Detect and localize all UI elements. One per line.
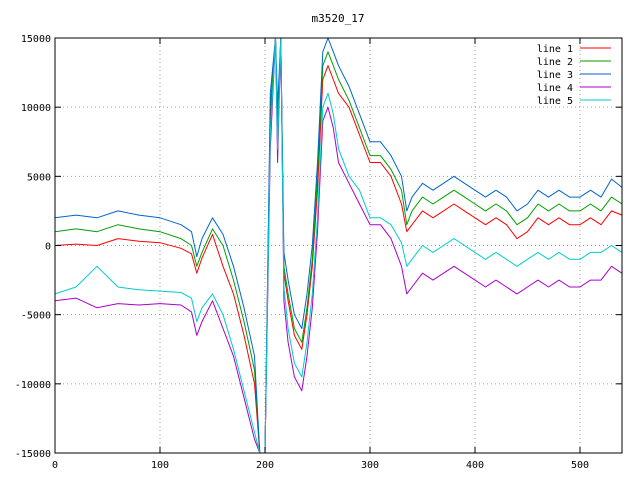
x-tick-label: 200	[256, 460, 274, 471]
y-tick-label: -10000	[15, 380, 51, 391]
y-tick-label: 10000	[21, 103, 51, 114]
x-tick-label: 500	[571, 460, 589, 471]
y-tick-label: 5000	[27, 172, 51, 183]
legend: line 1 line 2 line 3 line 4 line 5	[537, 44, 611, 107]
x-tick-label: 400	[466, 460, 484, 471]
series-line-5	[55, 38, 622, 453]
y-tick-label: 0	[45, 242, 51, 253]
x-tick-label: 100	[151, 460, 169, 471]
x-tick-label: 0	[52, 460, 58, 471]
y-tick-label: -15000	[15, 449, 51, 460]
series-line-3	[55, 38, 622, 453]
series-line-1	[55, 38, 622, 453]
legend-label: line 3	[537, 70, 573, 81]
series-line-4	[55, 38, 622, 453]
legend-label: line 2	[537, 57, 573, 68]
grid	[55, 38, 622, 453]
y-tick-label: -5000	[21, 311, 51, 322]
y-tick-label: 15000	[21, 34, 51, 45]
chart-title: m3520_17	[312, 12, 365, 25]
x-tick-label: 300	[361, 460, 379, 471]
legend-label: line 1	[537, 44, 573, 55]
series-group	[55, 38, 622, 453]
series-line-2	[55, 38, 622, 453]
legend-label: line 5	[537, 96, 573, 107]
axis-ticks: 0 100 200 300 400 500 -15000 -10000 -5000 0 5000 10…	[15, 34, 622, 471]
legend-label: line 4	[537, 83, 573, 94]
